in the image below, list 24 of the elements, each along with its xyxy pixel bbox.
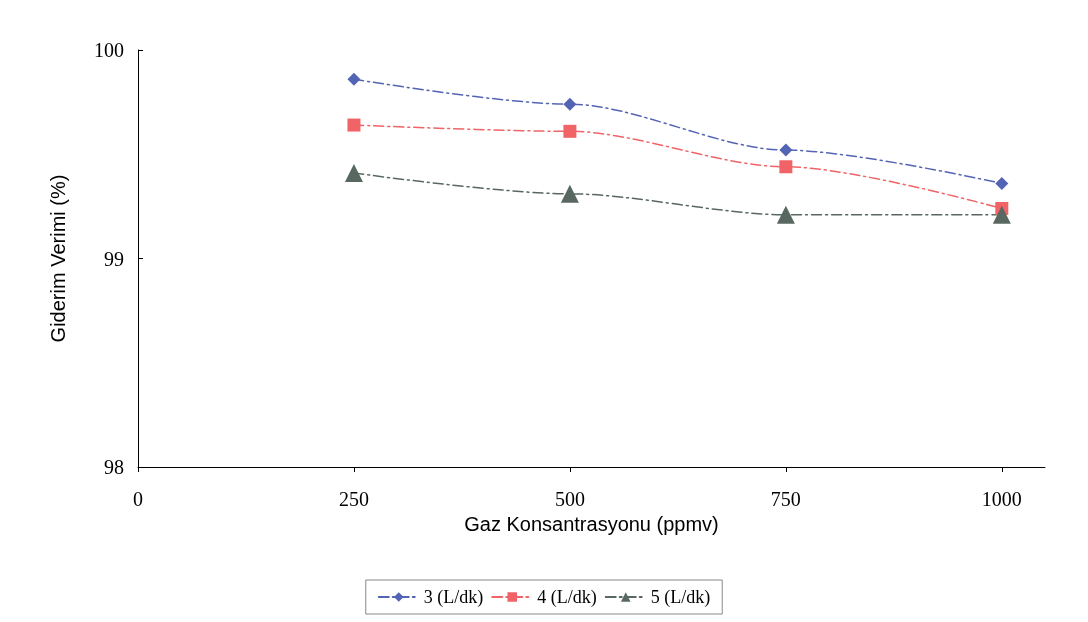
y-tick-label: 99 — [104, 247, 124, 270]
y-tick-label: 98 — [104, 456, 124, 478]
point — [779, 160, 793, 174]
x-tick-label: 500 — [554, 488, 585, 510]
legend-label: 5 (L/dk) — [650, 587, 711, 608]
point — [776, 205, 795, 224]
point — [992, 205, 1011, 224]
y-axis-title: Giderim Verimi (%) — [47, 174, 69, 343]
legend-label: 4 (L/dk) — [537, 587, 597, 608]
legend-label: 3 (L/dk) — [423, 587, 484, 608]
point — [560, 184, 579, 203]
point — [347, 118, 361, 132]
point — [995, 176, 1009, 190]
x-tick-label: 1000 — [981, 488, 1022, 510]
point — [779, 143, 793, 157]
x-axis-title: Gaz Konsantrasyonu (ppmv) — [464, 512, 719, 535]
y-tick-label: 100 — [94, 39, 124, 61]
point — [344, 164, 363, 183]
x-tick-label: 0 — [133, 488, 143, 510]
x-tick-label: 750 — [770, 488, 801, 510]
point — [563, 124, 577, 138]
point — [347, 72, 361, 86]
point — [563, 97, 577, 111]
x-tick-label: 250 — [338, 488, 369, 510]
